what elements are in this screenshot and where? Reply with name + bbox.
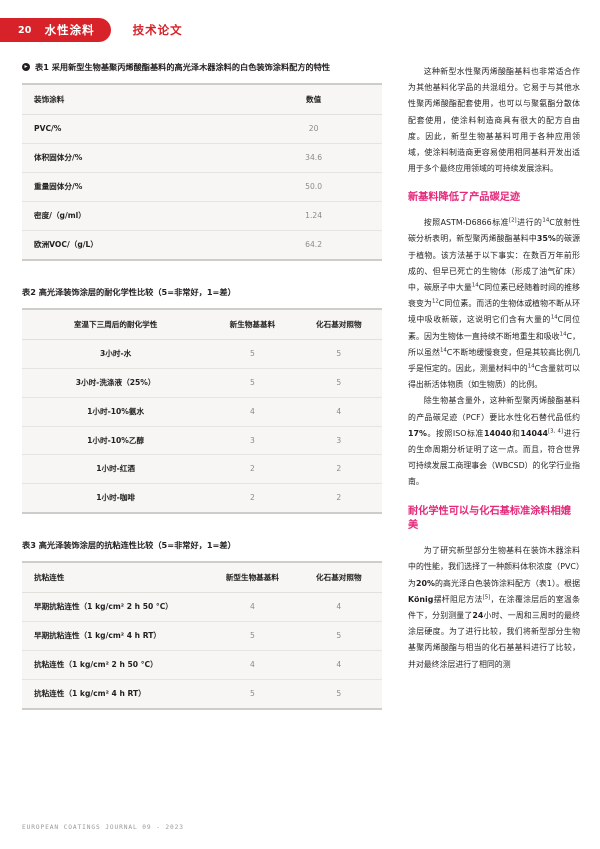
section-badge: 20 水性涂料 <box>0 18 111 42</box>
table-3-r2-c0: 抗粘连性（1 kg/cm² 2 h 50 °C） <box>22 650 210 680</box>
table-2-r0-c1: 5 <box>209 339 296 369</box>
table-1-caption: 表1 采用新型生物基聚丙烯酸酯基料的高光泽木器涂料的白色装饰涂料配方的特性 <box>22 62 382 73</box>
table-2-r2-c2: 4 <box>295 397 382 427</box>
table-row: PVC/% 20 <box>22 114 382 145</box>
table-2-r2-c0: 1小时-10%氨水 <box>22 397 210 427</box>
table-row: 早期抗粘连性（1 kg/cm² 4 h RT） 5 5 <box>22 621 382 652</box>
table-2-r0-c2: 5 <box>295 339 382 369</box>
table-1-r0-c0: PVC/% <box>22 114 246 145</box>
table-1-col-1: 数值 <box>245 83 382 116</box>
section-heading-chemical-resistance: 耐化学性可以与化石基标准涂料相媲美 <box>408 505 571 532</box>
table-1: 装饰涂料 数值 PVC/% 20 体积固体分/% 34.6 重量固体分/% <box>22 83 382 261</box>
table-3-r0-c2: 4 <box>295 592 382 623</box>
section-heading-carbon-footprint: 新基料降低了产品碳足迹 <box>408 192 521 204</box>
table-3-r0-c1: 4 <box>209 592 296 623</box>
table-3-r1-c1: 5 <box>209 621 296 652</box>
table-header-row: 室温下三周后的耐化学性 新生物基基料 化石基对照物 <box>22 307 382 340</box>
table-2-col-0: 室温下三周后的耐化学性 <box>22 307 210 340</box>
table-row: 体积固体分/% 34.6 <box>22 143 382 174</box>
section-name: 水性涂料 <box>44 23 95 37</box>
table-2-r1-c1: 5 <box>209 368 296 398</box>
table-3-r0-c0: 早期抗粘连性（1 kg/cm² 2 h 50 °C） <box>22 592 210 623</box>
table-row: 早期抗粘连性（1 kg/cm² 2 h 50 °C） 4 4 <box>22 592 382 623</box>
table-header-row: 抗粘连性 新型生物基基料 化石基对照物 <box>22 561 382 594</box>
table-2-r3-c1: 3 <box>209 426 296 456</box>
table-3: 抗粘连性 新型生物基基料 化石基对照物 早期抗粘连性（1 kg/cm² 2 h … <box>22 561 382 710</box>
table-row: 3小时-水 5 5 <box>22 339 382 369</box>
table-1-r3-c0: 密度/（g/ml） <box>22 201 246 231</box>
table-header-row: 装饰涂料 数值 <box>22 83 382 116</box>
table-2-r2-c1: 4 <box>209 397 296 427</box>
intro-paragraph: 这种新型水性聚丙烯酸酯基料也非常适合作为其他基料化学品的共混组分。它易于与其他水… <box>408 67 580 174</box>
page-footer: EUROPEAN COATINGS JOURNAL 09 - 2023 <box>22 824 184 831</box>
table-3-r2-c1: 4 <box>209 650 296 680</box>
table-3-col-0: 抗粘连性 <box>22 561 210 594</box>
table-3-r1-c0: 早期抗粘连性（1 kg/cm² 4 h RT） <box>22 621 210 652</box>
table-row: 1小时-10%乙醇 3 3 <box>22 426 382 456</box>
table-1-r1-c0: 体积固体分/% <box>22 143 246 174</box>
table-row: 抗粘连性（1 kg/cm² 4 h RT） 5 5 <box>22 679 382 710</box>
table-1-r2-c1: 50.0 <box>245 172 382 202</box>
table-3-caption-text: 表3 高光泽装饰涂层的抗粘连性比较（5=非常好，1=差） <box>22 540 236 551</box>
table-1-r1-c1: 34.6 <box>245 143 382 174</box>
table-2-r1-c2: 5 <box>295 368 382 398</box>
table-2-caption-text: 表2 高光泽装饰涂层的耐化学性比较（5=非常好，1=差） <box>22 286 236 297</box>
table-row: 欧洲VOC/（g/L） 64.2 <box>22 230 382 261</box>
table-3-caption: 表3 高光泽装饰涂层的抗粘连性比较（5=非常好，1=差） <box>22 540 382 551</box>
table-2-r4-c2: 2 <box>295 454 382 485</box>
table-block-1: 表1 采用新型生物基聚丙烯酸酯基料的高光泽木器涂料的白色装饰涂料配方的特性 装饰… <box>22 62 382 261</box>
table-3-r1-c2: 5 <box>295 621 382 652</box>
table-row: 重量固体分/% 50.0 <box>22 172 382 202</box>
table-row: 1小时-咖啡 2 2 <box>22 483 382 515</box>
right-column: 这种新型水性聚丙烯酸酯基料也非常适合作为其他基料化学品的共混组分。它易于与其他水… <box>408 64 580 673</box>
table-1-r3-c1: 1.24 <box>245 201 382 231</box>
table-2-col-1: 新生物基基料 <box>209 307 296 340</box>
table-1-r4-c1: 64.2 <box>245 230 382 261</box>
table-1-r0-c1: 20 <box>245 114 382 145</box>
table-3-r3-c0: 抗粘连性（1 kg/cm² 4 h RT） <box>22 679 210 710</box>
table-block-3: 表3 高光泽装饰涂层的抗粘连性比较（5=非常好，1=差） 抗粘连性 新型生物基基… <box>22 540 382 710</box>
table-2-r0-c0: 3小时-水 <box>22 339 210 369</box>
paragraph-formulation-study: 为了研究新型部分生物基料在装饰木器涂料中的性能，我们选择了一种颜料体积浓度（PV… <box>408 546 580 669</box>
table-3-r2-c2: 4 <box>295 650 382 680</box>
page-number: 20 <box>18 24 32 36</box>
table-2-r5-c2: 2 <box>295 483 382 515</box>
table-block-2: 表2 高光泽装饰涂层的耐化学性比较（5=非常好，1=差） 室温下三周后的耐化学性… <box>22 287 382 515</box>
article-kicker: 技术论文 <box>132 23 183 37</box>
table-3-r3-c1: 5 <box>209 679 296 710</box>
table-2-col-2: 化石基对照物 <box>295 307 382 340</box>
caption-arrow-icon <box>22 63 30 71</box>
left-column: 表1 采用新型生物基聚丙烯酸酯基料的高光泽木器涂料的白色装饰涂料配方的特性 装饰… <box>22 62 382 736</box>
page-header: 20 水性涂料 技术论文 <box>0 18 183 42</box>
table-1-r4-c0: 欧洲VOC/（g/L） <box>22 230 246 261</box>
table-1-caption-text: 表1 采用新型生物基聚丙烯酸酯基料的高光泽木器涂料的白色装饰涂料配方的特性 <box>35 62 331 72</box>
table-2-r5-c1: 2 <box>209 483 296 515</box>
table-1-r2-c0: 重量固体分/% <box>22 172 246 202</box>
table-2-r4-c1: 2 <box>209 454 296 485</box>
table-row: 密度/（g/ml） 1.24 <box>22 201 382 231</box>
table-3-col-2: 化石基对照物 <box>295 561 382 594</box>
table-row: 1小时-10%氨水 4 4 <box>22 397 382 427</box>
table-1-col-0: 装饰涂料 <box>22 83 246 116</box>
table-row: 3小时-洗涤液（25%） 5 5 <box>22 368 382 398</box>
table-2-r1-c0: 3小时-洗涤液（25%） <box>22 368 210 398</box>
table-2-r3-c2: 3 <box>295 426 382 456</box>
table-2-caption: 表2 高光泽装饰涂层的耐化学性比较（5=非常好，1=差） <box>22 287 382 298</box>
table-2-r3-c0: 1小时-10%乙醇 <box>22 426 210 456</box>
table-row: 1小时-红酒 2 2 <box>22 454 382 485</box>
table-2: 室温下三周后的耐化学性 新生物基基料 化石基对照物 3小时-水 5 5 3小时-… <box>22 307 382 515</box>
table-row: 抗粘连性（1 kg/cm² 2 h 50 °C） 4 4 <box>22 650 382 680</box>
table-2-r4-c0: 1小时-红酒 <box>22 454 210 485</box>
table-2-r5-c0: 1小时-咖啡 <box>22 483 210 515</box>
paragraph-c14-analysis: 按照ASTM-D6866标准[2]进行的14C放射性碳分析表明，新型聚丙烯酸酯基… <box>408 217 580 390</box>
table-3-col-1: 新型生物基基料 <box>209 561 296 594</box>
table-3-r3-c2: 5 <box>295 679 382 710</box>
paragraph-pcf-lca: 除生物基含量外，这种新型聚丙烯酸酯基料的产品碳足迹（PCF）要比水性化石替代品低… <box>408 396 580 487</box>
